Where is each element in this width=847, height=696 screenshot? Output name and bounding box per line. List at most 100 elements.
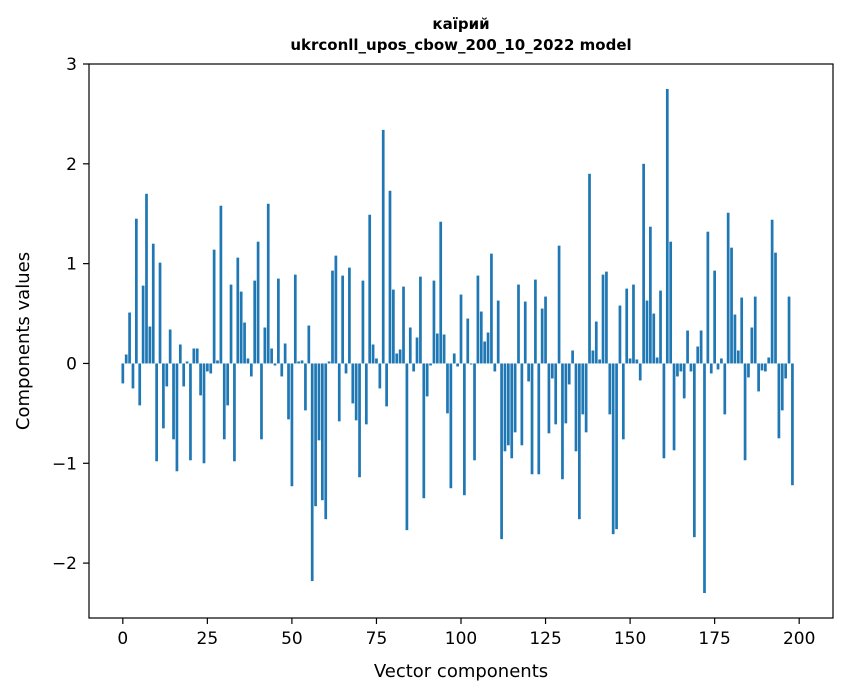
bar-component-146 — [615, 363, 618, 530]
bar-component-20 — [189, 363, 192, 461]
bar-component-141 — [598, 359, 602, 364]
bar-component-136 — [581, 363, 585, 415]
x-tick-label: 25 — [197, 629, 219, 649]
bar-component-76 — [378, 363, 382, 389]
bar-component-112 — [500, 363, 503, 540]
bar-component-177 — [720, 358, 723, 364]
bar-component-140 — [594, 321, 598, 364]
bar-component-103 — [469, 363, 473, 365]
bar-component-39 — [253, 280, 257, 364]
bar-component-188 — [757, 363, 760, 392]
bar-component-82 — [398, 349, 402, 364]
x-tick-label: 175 — [698, 629, 730, 649]
bar-component-86 — [412, 363, 416, 372]
bar-component-48 — [283, 343, 287, 364]
bar-component-197 — [787, 296, 791, 364]
bar-component-181 — [733, 314, 737, 364]
bar-component-129 — [557, 245, 561, 364]
chart-subtitle: ukrconll_upos_cbow_200_10_2022 model — [290, 36, 631, 54]
bar-component-90 — [425, 363, 429, 397]
bar-component-153 — [638, 363, 642, 381]
bar-component-137 — [584, 363, 588, 433]
bar-component-111 — [496, 300, 500, 364]
bar-component-75 — [375, 358, 378, 364]
bar-component-3 — [131, 363, 135, 389]
bar-component-53 — [300, 360, 304, 364]
bar-component-196 — [784, 363, 788, 379]
bar-component-165 — [679, 363, 683, 372]
bar-component-11 — [158, 262, 162, 364]
bar-component-66 — [344, 363, 348, 374]
bar-component-152 — [635, 359, 639, 364]
bar-component-41 — [260, 363, 263, 440]
bar-component-26 — [209, 363, 213, 374]
bar-component-15 — [172, 363, 175, 440]
bars-group — [121, 88, 794, 594]
bar-component-131 — [564, 363, 568, 424]
bar-component-154 — [642, 163, 645, 364]
bar-component-87 — [415, 337, 419, 364]
bar-component-138 — [588, 173, 591, 364]
bar-component-17 — [178, 344, 182, 364]
bar-component-110 — [493, 363, 497, 372]
bar-component-107 — [483, 341, 487, 364]
bar-component-91 — [429, 363, 432, 366]
bar-component-142 — [601, 274, 605, 364]
bar-component-21 — [192, 348, 196, 364]
bar-component-71 — [361, 280, 365, 364]
bar-component-50 — [290, 363, 294, 487]
bar-component-16 — [175, 363, 179, 472]
bar-component-92 — [432, 280, 436, 364]
bar-component-109 — [490, 253, 493, 364]
bar-component-54 — [304, 363, 307, 411]
y-tick-label: 0 — [66, 354, 77, 374]
bar-component-174 — [709, 363, 713, 374]
bar-component-85 — [408, 327, 412, 364]
bar-component-22 — [195, 348, 199, 364]
bar-component-100 — [459, 294, 463, 364]
bar-component-23 — [199, 363, 202, 396]
bar-component-78 — [385, 363, 388, 407]
bar-component-42 — [263, 327, 267, 364]
bar-component-88 — [419, 276, 422, 364]
chart-title: каїрий — [432, 15, 489, 33]
bar-component-149 — [625, 288, 629, 364]
bar-component-19 — [185, 361, 189, 364]
bar-component-167 — [686, 330, 689, 364]
bar-component-57 — [314, 363, 317, 507]
bar-component-118 — [520, 363, 524, 446]
bar-component-77 — [381, 129, 385, 364]
bar-component-97 — [449, 363, 453, 489]
bar-component-52 — [297, 361, 301, 364]
bar-component-38 — [249, 363, 253, 377]
bar-component-183 — [740, 297, 744, 364]
bar-component-124 — [540, 308, 544, 364]
bar-component-161 — [665, 88, 669, 364]
bar-component-121 — [530, 363, 534, 475]
bar-component-179 — [726, 212, 730, 364]
bar-component-67 — [348, 267, 351, 364]
bar-component-44 — [270, 348, 273, 364]
bar-component-60 — [324, 363, 328, 520]
bar-component-128 — [554, 363, 558, 425]
bar-component-35 — [239, 291, 243, 364]
bar-component-6 — [141, 285, 145, 364]
bar-component-51 — [293, 274, 297, 364]
bar-component-61 — [327, 361, 331, 364]
bar-component-29 — [219, 205, 223, 364]
x-tick-label: 50 — [281, 629, 303, 649]
bar-component-189 — [760, 363, 764, 371]
bar-component-30 — [222, 363, 226, 440]
bar-component-160 — [662, 363, 666, 459]
bar-component-120 — [527, 363, 530, 382]
bar-component-47 — [280, 363, 284, 377]
bar-component-69 — [354, 363, 358, 421]
bar-component-95 — [442, 334, 446, 364]
x-tick-label: 75 — [366, 629, 388, 649]
bar-component-170 — [696, 346, 700, 364]
bar-component-126 — [547, 363, 551, 434]
bar-component-122 — [534, 279, 537, 364]
plot-frame — [88, 63, 834, 619]
x-axis-label: Vector components — [374, 661, 548, 682]
x-tick-label: 100 — [445, 629, 477, 649]
